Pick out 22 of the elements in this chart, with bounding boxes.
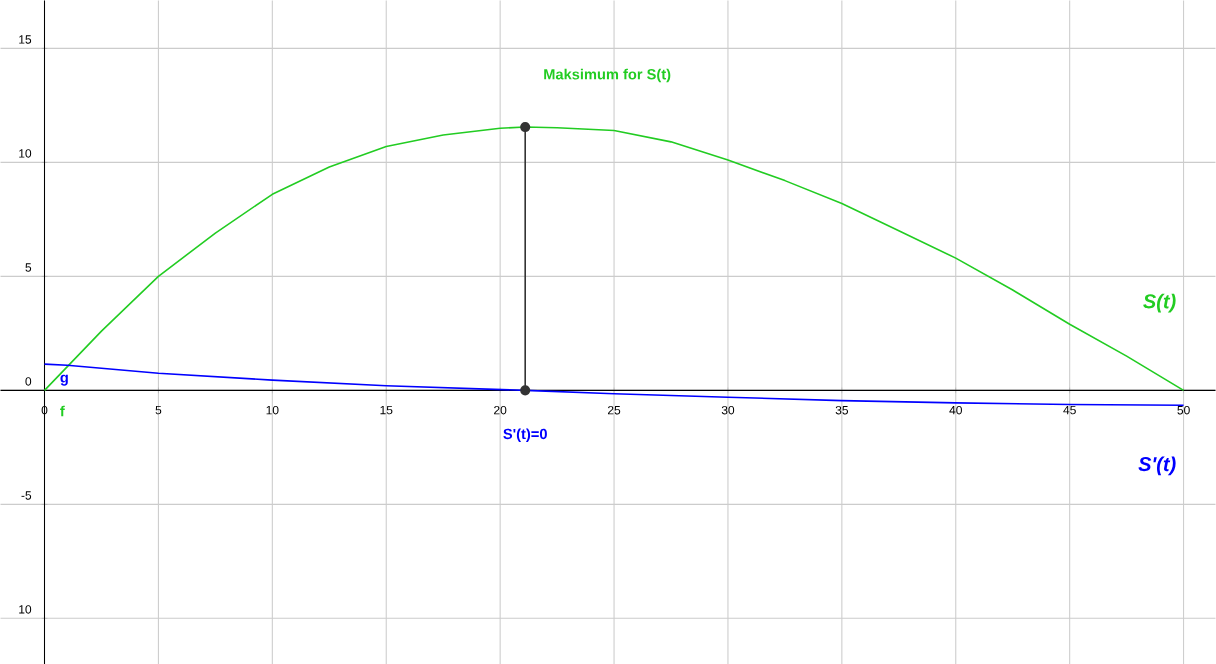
text: S'(t)	[1138, 456, 1176, 475]
x-tick-label: 15	[380, 405, 393, 415]
x-tick-label: 45	[1063, 405, 1076, 415]
annotation: f	[60, 405, 65, 417]
x-tick-label: 35	[835, 405, 849, 415]
x-tick-label: 10	[266, 405, 279, 415]
y-tick-label: -5	[21, 491, 32, 500]
y-tick-label: 0	[25, 376, 32, 386]
x-tick-label: 20	[494, 405, 507, 415]
text: S(t)	[1143, 293, 1176, 313]
x-tick-label: 25	[607, 405, 621, 415]
annotation: Maksimum for S(t)	[544, 68, 671, 83]
x-tick-label: 50	[1177, 405, 1190, 415]
x-tick-label: 5	[155, 405, 162, 415]
annotation: g	[60, 374, 68, 386]
x-tick-label: 30	[721, 405, 735, 415]
y-tick-label: 5	[25, 263, 32, 272]
y-tick-label: 10	[19, 148, 32, 158]
y-tick-label: 10	[19, 604, 32, 614]
y-tick-label: 15	[19, 35, 32, 44]
x-tick-label: 40	[949, 405, 962, 415]
annotation: S'(t)=0	[503, 428, 547, 442]
